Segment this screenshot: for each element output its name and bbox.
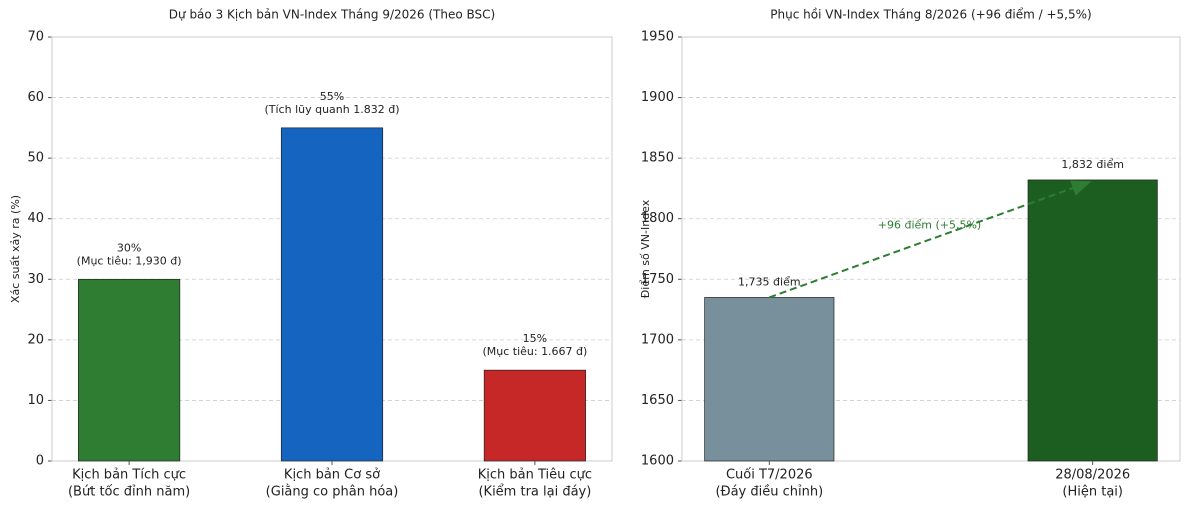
x-tick-sublabel: (Đáy điều chỉnh) (715, 485, 823, 500)
y-axis-label: Xác suất xảy ra (%) (9, 195, 22, 303)
y-tick-label: 1600 (641, 454, 674, 469)
y-tick-label: 1800 (641, 211, 674, 226)
value-label: 30% (117, 241, 141, 254)
x-tick-label: Kịch bản Cơ sở (284, 468, 380, 483)
x-tick-label: 28/08/2026 (1055, 468, 1130, 483)
y-tick-label: 1900 (641, 90, 674, 105)
chart-title: Phục hồi VN-Index Tháng 8/2026 (+96 điểm… (770, 8, 1091, 22)
bar (704, 297, 835, 462)
value-label: 1,735 điểm (738, 275, 801, 288)
y-tick-label: 50 (27, 151, 44, 166)
value-label: 15% (523, 332, 547, 345)
x-tick-label: Cuối T7/2026 (726, 468, 813, 483)
x-tick-sublabel: (Bứt tốc đỉnh năm) (68, 485, 190, 500)
bar-annotation: (Mục tiêu: 1,930 đ) (77, 254, 182, 267)
y-tick-label: 10 (27, 393, 44, 408)
x-tick-sublabel: (Kiểm tra lại đáy) (478, 485, 591, 500)
x-tick-sublabel: (Giằng co phân hóa) (266, 485, 399, 500)
y-tick-label: 70 (27, 30, 44, 45)
y-tick-label: 1700 (641, 332, 674, 347)
y-tick-label: 1850 (641, 151, 674, 166)
x-tick-label: Kịch bản Tiêu cực (478, 468, 592, 483)
y-tick-label: 1650 (641, 393, 674, 408)
bar-annotation: (Mục tiêu: 1.667 đ) (482, 345, 587, 358)
bar (483, 369, 586, 462)
value-label: 55% (320, 90, 344, 103)
y-axis-label: Điểm số VN-Index (639, 199, 652, 298)
x-tick-sublabel: (Hiện tại) (1062, 485, 1123, 500)
x-tick-label: Kịch bản Tích cực (72, 468, 186, 483)
y-tick-label: 1750 (641, 272, 674, 287)
bar (1027, 179, 1158, 462)
y-tick-label: 0 (36, 454, 44, 469)
y-tick-label: 1950 (641, 30, 674, 45)
bar-annotation: (Tích lũy quanh 1.832 đ) (264, 103, 399, 116)
bar (280, 127, 384, 462)
arrow-label: +96 điểm (+5,5%) (878, 219, 981, 232)
bar (78, 278, 181, 462)
y-tick-label: 60 (27, 90, 44, 105)
y-tick-label: 30 (27, 272, 44, 287)
value-label: 1,832 điểm (1061, 158, 1124, 171)
y-tick-label: 40 (27, 211, 44, 226)
trend-arrow (768, 180, 1092, 299)
plot-frame (681, 36, 1181, 462)
y-tick-label: 20 (27, 332, 44, 347)
chart-title: Dự báo 3 Kịch bản VN-Index Tháng 9/2026 … (169, 8, 495, 22)
